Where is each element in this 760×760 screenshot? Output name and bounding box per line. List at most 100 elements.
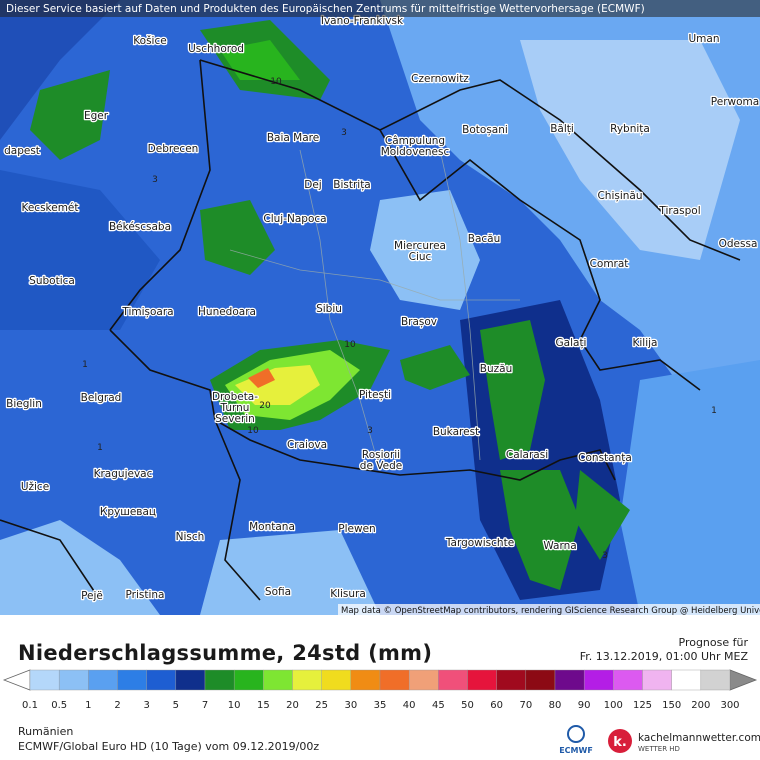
colorbar-cell <box>117 669 147 691</box>
colorbar-cell <box>292 669 322 691</box>
colorbar-tick-label: 1 <box>85 700 91 711</box>
colorbar-cell <box>146 669 177 691</box>
borders <box>0 59 741 601</box>
colorbar-tick-label: 0.1 <box>22 700 38 711</box>
precip-area <box>500 470 580 590</box>
logo-mark <box>608 729 632 753</box>
city-label: Baia Mare <box>267 132 319 144</box>
colorbar-cell <box>350 669 381 691</box>
region: Rumänien <box>18 725 73 738</box>
precip-area <box>400 345 470 390</box>
city-label: Calarasi <box>506 449 548 461</box>
colorbar-cell <box>700 669 731 691</box>
colorbar-arrow-left <box>2 669 31 691</box>
city-label: Klisura <box>330 588 366 600</box>
city-label: Dej <box>304 179 321 191</box>
contour-label: 3 <box>152 175 158 185</box>
precip-area <box>220 40 300 80</box>
city-label: Uschhorod <box>188 43 244 55</box>
colorbar-tick-label: 200 <box>691 700 710 711</box>
precip-area <box>248 368 275 388</box>
contour-label: 10 <box>270 77 282 87</box>
colorbar-cell <box>554 669 585 691</box>
city-label: Debrecen <box>148 143 199 155</box>
colorbar-cell <box>642 669 672 691</box>
city-label: Câmpulung <box>385 135 445 147</box>
city-label: Buzău <box>480 363 512 375</box>
colorbar-cell <box>379 669 410 691</box>
precip-area <box>235 365 320 405</box>
city-label: Nisch <box>176 531 205 543</box>
attribution-bar <box>338 604 760 615</box>
precip-area <box>200 530 380 615</box>
city-label: Botoșani <box>462 124 508 136</box>
region-lines <box>229 149 520 471</box>
map: 10 3 3 10 20 10 3 1 1 3 1 1 Ivano-Frankivsk Uman Košic… <box>0 0 760 616</box>
logo-site: kachelmannwetter.com <box>638 732 760 744</box>
city-label: Bukarest <box>433 426 479 438</box>
logo-text: k. <box>613 735 627 750</box>
city-label: Ciuc <box>409 251 432 263</box>
colorbar-tick-label: 25 <box>315 700 328 711</box>
city-label: Bacău <box>468 233 501 245</box>
colorbar: 0.1 0.5 1 2 3 5 7 10 15 20 25 30 35 40 45 50 60 70 80 90 100… <box>2 669 758 711</box>
city-label: Pejë <box>81 590 103 602</box>
colorbar-cell <box>58 669 89 691</box>
colorbar-cell <box>438 669 468 691</box>
colorbar-tick-label: 150 <box>662 700 681 711</box>
precip-area <box>0 520 160 615</box>
city-label: Subotica <box>29 275 75 287</box>
colorbar-tick-label: 80 <box>549 700 562 711</box>
city-label: Pristina <box>126 589 165 601</box>
logo-tag: WETTER HD <box>638 745 680 753</box>
city-label: Roșiorii <box>362 449 400 461</box>
border-line <box>109 59 211 331</box>
city-label: Cluj-Napoca <box>263 213 326 225</box>
city-label: Miercurea <box>394 240 446 252</box>
legend-title: Niederschlagssumme, 24std (mm) <box>18 641 432 665</box>
contour-label: 1 <box>711 406 717 416</box>
city-label: Odessa <box>719 238 758 250</box>
city-label: Eger <box>84 110 109 122</box>
city-label: Tiraspol <box>658 205 700 217</box>
city-label: Constanța <box>578 452 632 464</box>
colorbar-tick-label: 2 <box>114 700 120 711</box>
region-line <box>299 149 381 471</box>
city-label: Bieglin <box>6 398 42 410</box>
region-line <box>439 149 481 461</box>
precip-area <box>620 360 760 615</box>
precip-area <box>0 170 160 330</box>
colorbar-tick-label: 40 <box>403 700 416 711</box>
colorbar-tick-label: 70 <box>519 700 532 711</box>
colorbar-tick-label: 0.5 <box>51 700 67 711</box>
city-label: Plewen <box>338 523 375 535</box>
city-label: Kecskemét <box>21 202 78 214</box>
border-line <box>199 59 741 261</box>
city-label: Uman <box>688 33 719 45</box>
colorbar-arrow-right <box>729 669 758 691</box>
city-label: Sibiu <box>316 303 342 315</box>
contour-label: 3 <box>341 128 347 138</box>
colorbar-cell <box>88 669 118 691</box>
colorbar-tick-label: 50 <box>461 700 474 711</box>
city-label: Timișoara <box>121 306 173 318</box>
colorbar-tick-label: 125 <box>633 700 652 711</box>
colorbar-cell <box>467 669 497 691</box>
city-label: Severin <box>215 413 255 425</box>
city-label: Pitești <box>359 389 391 401</box>
header-bar <box>0 0 760 17</box>
colorbar-tick-label: 60 <box>490 700 503 711</box>
colorbar-cell <box>525 669 556 691</box>
city-label: Brașov <box>401 316 437 328</box>
city-label: Sofia <box>265 586 291 598</box>
colorbar-tick-label: 5 <box>173 700 179 711</box>
colorbar-cell <box>321 669 352 691</box>
colorbar-cell <box>263 669 293 691</box>
precip-area <box>0 0 120 140</box>
city-label: Užice <box>21 481 49 493</box>
contour-label: 10 <box>247 426 259 436</box>
precip-area <box>370 190 480 310</box>
colorbar-cell <box>29 669 60 691</box>
city-label: Békéscsaba <box>109 221 171 233</box>
